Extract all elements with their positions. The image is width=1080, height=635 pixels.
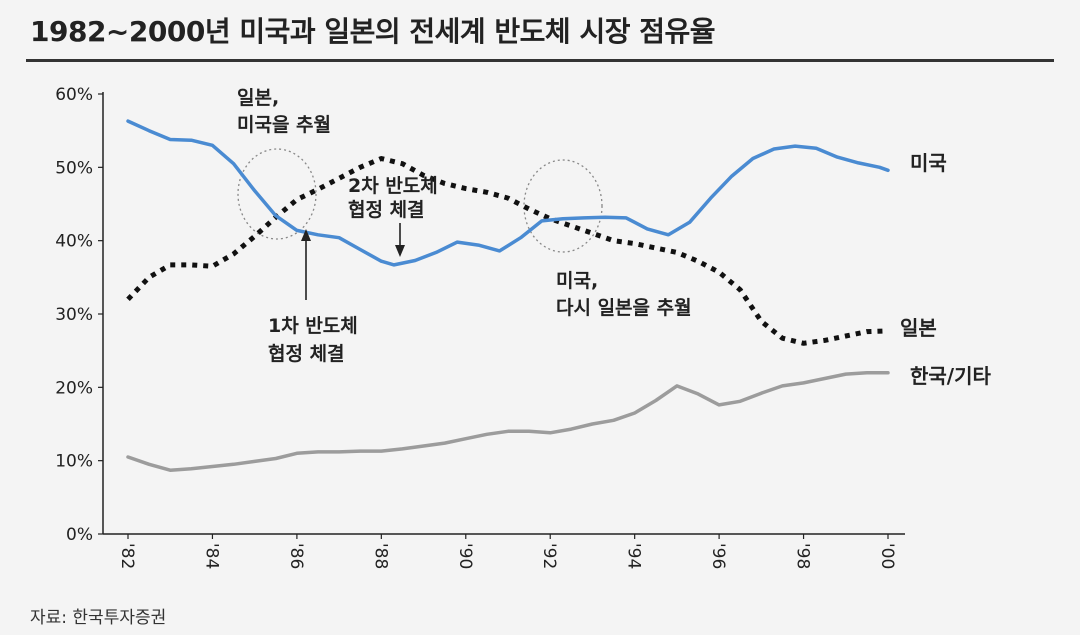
series-label-korea-others: 한국/기타 bbox=[910, 364, 992, 388]
x-axis-ticks: '82 '84 '86 '88 '90 '92 '94 '96 '98 '00 bbox=[117, 534, 897, 569]
y-tick-label: 60% bbox=[55, 85, 93, 105]
annotation-us-overtakes-again: 미국, 다시 일본을 추월 bbox=[556, 270, 692, 319]
annotation-1st-agreement: 1차 반도체 협정 체결 bbox=[268, 315, 364, 365]
arrow-1st-agreement bbox=[301, 229, 311, 300]
x-tick-label: '90 bbox=[455, 543, 475, 569]
series-line-korea-others bbox=[126, 370, 890, 472]
annotation-line: 1차 반도체 bbox=[268, 315, 358, 337]
y-tick-label: 10% bbox=[55, 452, 93, 472]
y-tick-label: 40% bbox=[55, 232, 93, 252]
annotation-line: 협정 체결 bbox=[268, 343, 345, 365]
x-tick-label: '00 bbox=[877, 543, 897, 569]
x-tick-label: '94 bbox=[624, 543, 644, 569]
annotation-line: 협정 체결 bbox=[348, 199, 425, 221]
chart-title: 1982~2000년 미국과 일본의 전세계 반도체 시장 점유율 bbox=[30, 15, 716, 48]
y-tick-label: 30% bbox=[55, 305, 93, 325]
y-tick-label: 50% bbox=[55, 158, 93, 178]
annotation-2nd-agreement: 2차 반도체 협정 체결 bbox=[348, 175, 444, 221]
x-tick-label: '84 bbox=[201, 543, 221, 569]
series-label-us: 미국 bbox=[910, 151, 947, 175]
arrow-2nd-agreement bbox=[395, 223, 405, 257]
annotation-line: 2차 반도체 bbox=[348, 175, 438, 197]
annotation-japan-overtakes: 일본, 미국을 추월 bbox=[237, 87, 331, 136]
series-line-japan bbox=[126, 156, 889, 346]
annotation-line: 미국을 추월 bbox=[237, 114, 331, 136]
source-note: 자료: 한국투자증권 bbox=[30, 608, 167, 628]
crossover-circle-1992 bbox=[523, 159, 603, 253]
x-tick-label: '96 bbox=[708, 543, 728, 569]
y-tick-label: 20% bbox=[55, 378, 93, 398]
title-divider bbox=[26, 59, 1054, 62]
x-tick-label: '86 bbox=[286, 543, 306, 569]
x-tick-label: '92 bbox=[539, 543, 559, 569]
x-tick-label: '88 bbox=[370, 543, 390, 569]
y-tick-label: 0% bbox=[66, 525, 93, 545]
series-line-us bbox=[126, 119, 890, 267]
x-tick-label: '82 bbox=[117, 543, 137, 569]
series-layer bbox=[126, 119, 890, 472]
annotation-line: 일본, bbox=[237, 87, 279, 109]
crossover-circle-1986 bbox=[237, 148, 317, 240]
annotation-line: 다시 일본을 추월 bbox=[556, 297, 692, 319]
x-tick-label: '98 bbox=[793, 543, 813, 569]
series-label-japan: 일본 bbox=[900, 316, 937, 340]
annotation-line: 미국, bbox=[556, 270, 598, 292]
y-axis-ticks: 0% 10% 20% 30% 40% 50% 60% bbox=[55, 85, 103, 545]
